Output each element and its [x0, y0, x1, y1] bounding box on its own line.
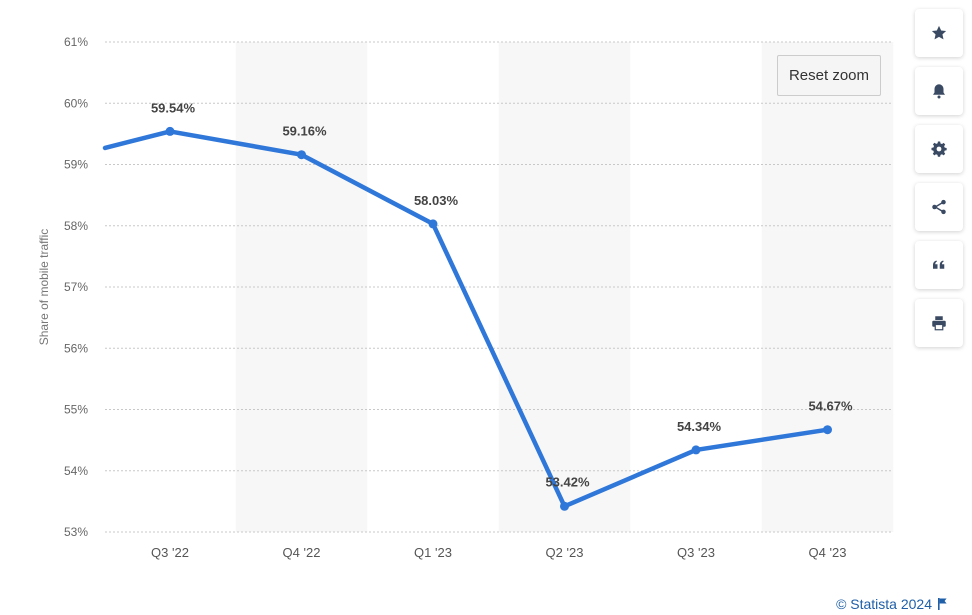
x-tick-label: Q1 '23: [414, 545, 452, 560]
favorite-button[interactable]: [915, 9, 963, 57]
print-button[interactable]: [915, 299, 963, 347]
credits-text[interactable]: © Statista 2024: [836, 596, 932, 612]
reset-zoom-button[interactable]: Reset zoom: [777, 55, 881, 96]
cite-button[interactable]: [915, 241, 963, 289]
y-tick-label: 55%: [64, 403, 88, 417]
share-icon: [932, 199, 946, 215]
data-label: 59.54%: [151, 100, 196, 115]
data-label: 59.16%: [282, 124, 327, 139]
settings-button[interactable]: [915, 125, 963, 173]
data-label: 53.42%: [545, 474, 590, 489]
data-point[interactable]: [165, 126, 175, 136]
plot-band: [498, 42, 631, 532]
flag-icon: [938, 598, 947, 610]
x-tick-label: Q4 '22: [283, 545, 321, 560]
x-tick-label: Q3 '22: [151, 545, 189, 560]
quote-icon: [933, 260, 945, 269]
bell-icon: [933, 84, 945, 99]
x-tick-label: Q2 '23: [546, 545, 584, 560]
plot-band: [761, 42, 894, 532]
data-label: 58.03%: [414, 193, 459, 208]
data-point[interactable]: [428, 219, 438, 229]
y-tick-label: 53%: [64, 525, 88, 539]
credits[interactable]: © Statista 2024: [836, 596, 948, 612]
star-icon: [931, 25, 947, 40]
notification-button[interactable]: [915, 67, 963, 115]
gear-icon: [931, 141, 947, 157]
share-button[interactable]: [915, 183, 963, 231]
data-label: 54.34%: [677, 419, 722, 434]
y-tick-label: 58%: [64, 219, 88, 233]
y-tick-label: 61%: [64, 35, 88, 49]
data-label: 54.67%: [808, 399, 853, 414]
y-tick-label: 57%: [64, 280, 88, 294]
data-point[interactable]: [823, 425, 832, 435]
print-icon: [932, 316, 946, 331]
y-tick-label: 54%: [64, 464, 88, 478]
y-axis-label: Share of mobile traffic: [37, 229, 51, 346]
data-point[interactable]: [560, 501, 569, 511]
x-tick-label: Q4 '23: [809, 545, 847, 560]
y-tick-label: 56%: [64, 341, 88, 355]
data-point[interactable]: [297, 150, 306, 160]
chart-toolbar: [915, 9, 963, 357]
y-tick-label: 60%: [64, 96, 88, 110]
x-tick-label: Q3 '23: [677, 545, 715, 560]
data-point[interactable]: [691, 445, 701, 455]
series-line: [102, 129, 830, 509]
y-tick-label: 59%: [64, 158, 88, 172]
